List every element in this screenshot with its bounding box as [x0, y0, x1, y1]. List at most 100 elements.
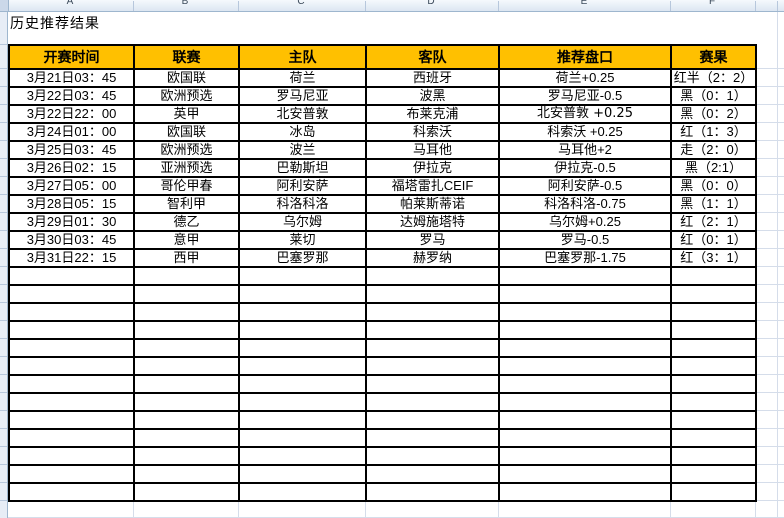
header-home-team[interactable]: 主队	[238, 44, 367, 70]
league-cell[interactable]: 欧洲预选	[133, 140, 240, 160]
empty-cell[interactable]	[365, 302, 500, 322]
empty-cell[interactable]	[365, 284, 500, 304]
league-cell[interactable]: 亚洲预选	[133, 158, 240, 178]
result-cell[interactable]: 黑（0：1）	[670, 86, 757, 106]
empty-cell[interactable]	[238, 482, 367, 502]
result-cell[interactable]: 红（0：1）	[670, 230, 757, 250]
empty-cell[interactable]	[8, 338, 135, 358]
empty-cell[interactable]	[133, 320, 240, 340]
empty-cell[interactable]	[498, 266, 672, 286]
empty-cell[interactable]	[238, 266, 367, 286]
handicap-cell[interactable]: 伊拉克-0.5	[498, 158, 672, 178]
kickoff-time-cell[interactable]: 3月31日22：15	[8, 248, 135, 268]
header-kickoff-time[interactable]: 开赛时间	[8, 44, 135, 70]
kickoff-time-cell[interactable]: 3月28日05：15	[8, 194, 135, 214]
away-team-cell[interactable]: 科索沃	[365, 122, 500, 142]
empty-cell[interactable]	[365, 374, 500, 394]
away-team-cell[interactable]: 达姆施塔特	[365, 212, 500, 232]
empty-cell[interactable]	[365, 410, 500, 430]
empty-cell[interactable]	[670, 266, 757, 286]
empty-cell[interactable]	[8, 320, 135, 340]
empty-cell[interactable]	[238, 374, 367, 394]
kickoff-time-cell[interactable]: 3月24日01：00	[8, 122, 135, 142]
empty-cell[interactable]	[365, 266, 500, 286]
empty-cell[interactable]	[133, 392, 240, 412]
kickoff-time-cell[interactable]: 3月25日03：45	[8, 140, 135, 160]
select-all-corner[interactable]	[0, 0, 9, 12]
result-cell[interactable]: 黑（0：0）	[670, 176, 757, 196]
empty-cell[interactable]	[365, 482, 500, 502]
home-team-cell[interactable]: 阿利安萨	[238, 176, 367, 196]
away-team-cell[interactable]: 福塔雷扎CEIF	[365, 176, 500, 196]
empty-cell[interactable]	[133, 356, 240, 376]
empty-cell[interactable]	[670, 356, 757, 376]
handicap-cell[interactable]: 北安普敦 +0.25	[498, 104, 672, 124]
empty-cell[interactable]	[133, 482, 240, 502]
away-team-cell[interactable]: 马耳他	[365, 140, 500, 160]
header-league[interactable]: 联赛	[133, 44, 240, 70]
empty-cell[interactable]	[8, 374, 135, 394]
empty-cell[interactable]	[498, 482, 672, 502]
handicap-cell[interactable]: 科洛科洛-0.75	[498, 194, 672, 214]
empty-cell[interactable]	[498, 356, 672, 376]
empty-cell[interactable]	[133, 266, 240, 286]
result-cell[interactable]: 红（3：1）	[670, 248, 757, 268]
column-letter-f[interactable]: F	[708, 0, 716, 7]
empty-cell[interactable]	[498, 320, 672, 340]
home-team-cell[interactable]: 北安普敦	[238, 104, 367, 124]
empty-cell[interactable]	[8, 302, 135, 322]
empty-cell[interactable]	[498, 392, 672, 412]
empty-cell[interactable]	[133, 428, 240, 448]
empty-cell[interactable]	[238, 428, 367, 448]
header-result[interactable]: 赛果	[670, 44, 757, 70]
empty-cell[interactable]	[365, 392, 500, 412]
page-title[interactable]: 历史推荐结果	[10, 15, 100, 31]
empty-cell[interactable]	[238, 320, 367, 340]
empty-cell[interactable]	[8, 266, 135, 286]
league-cell[interactable]: 英甲	[133, 104, 240, 124]
league-cell[interactable]: 德乙	[133, 212, 240, 232]
empty-cell[interactable]	[133, 374, 240, 394]
empty-cell[interactable]	[670, 284, 757, 304]
empty-cell[interactable]	[365, 356, 500, 376]
away-team-cell[interactable]: 西班牙	[365, 68, 500, 88]
home-team-cell[interactable]: 莱切	[238, 230, 367, 250]
result-cell[interactable]: 黑（0：2）	[670, 104, 757, 124]
handicap-cell[interactable]: 罗马尼亚-0.5	[498, 86, 672, 106]
league-cell[interactable]: 意甲	[133, 230, 240, 250]
empty-cell[interactable]	[238, 356, 367, 376]
empty-cell[interactable]	[498, 410, 672, 430]
handicap-cell[interactable]: 罗马-0.5	[498, 230, 672, 250]
away-team-cell[interactable]: 罗马	[365, 230, 500, 250]
empty-cell[interactable]	[498, 446, 672, 466]
empty-cell[interactable]	[238, 284, 367, 304]
empty-cell[interactable]	[670, 338, 757, 358]
empty-cell[interactable]	[133, 302, 240, 322]
kickoff-time-cell[interactable]: 3月22日03：45	[8, 86, 135, 106]
empty-cell[interactable]	[365, 446, 500, 466]
home-team-cell[interactable]: 乌尔姆	[238, 212, 367, 232]
home-team-cell[interactable]: 冰岛	[238, 122, 367, 142]
home-team-cell[interactable]: 荷兰	[238, 68, 367, 88]
empty-cell[interactable]	[238, 392, 367, 412]
column-letter-c[interactable]: C	[297, 0, 305, 7]
league-cell[interactable]: 哥伦甲春	[133, 176, 240, 196]
empty-cell[interactable]	[8, 392, 135, 412]
empty-cell[interactable]	[670, 374, 757, 394]
header-handicap[interactable]: 推荐盘口	[498, 44, 672, 70]
handicap-cell[interactable]: 荷兰+0.25	[498, 68, 672, 88]
column-letter-d[interactable]: D	[427, 0, 435, 7]
home-team-cell[interactable]: 罗马尼亚	[238, 86, 367, 106]
kickoff-time-cell[interactable]: 3月21日03：45	[8, 68, 135, 88]
empty-cell[interactable]	[498, 428, 672, 448]
empty-cell[interactable]	[133, 446, 240, 466]
result-cell[interactable]: 黑（1：1）	[670, 194, 757, 214]
empty-cell[interactable]	[670, 392, 757, 412]
empty-cell[interactable]	[365, 320, 500, 340]
empty-cell[interactable]	[670, 302, 757, 322]
empty-cell[interactable]	[498, 338, 672, 358]
column-letter-b[interactable]: B	[181, 0, 189, 7]
away-team-cell[interactable]: 波黑	[365, 86, 500, 106]
empty-cell[interactable]	[238, 464, 367, 484]
empty-cell[interactable]	[670, 464, 757, 484]
